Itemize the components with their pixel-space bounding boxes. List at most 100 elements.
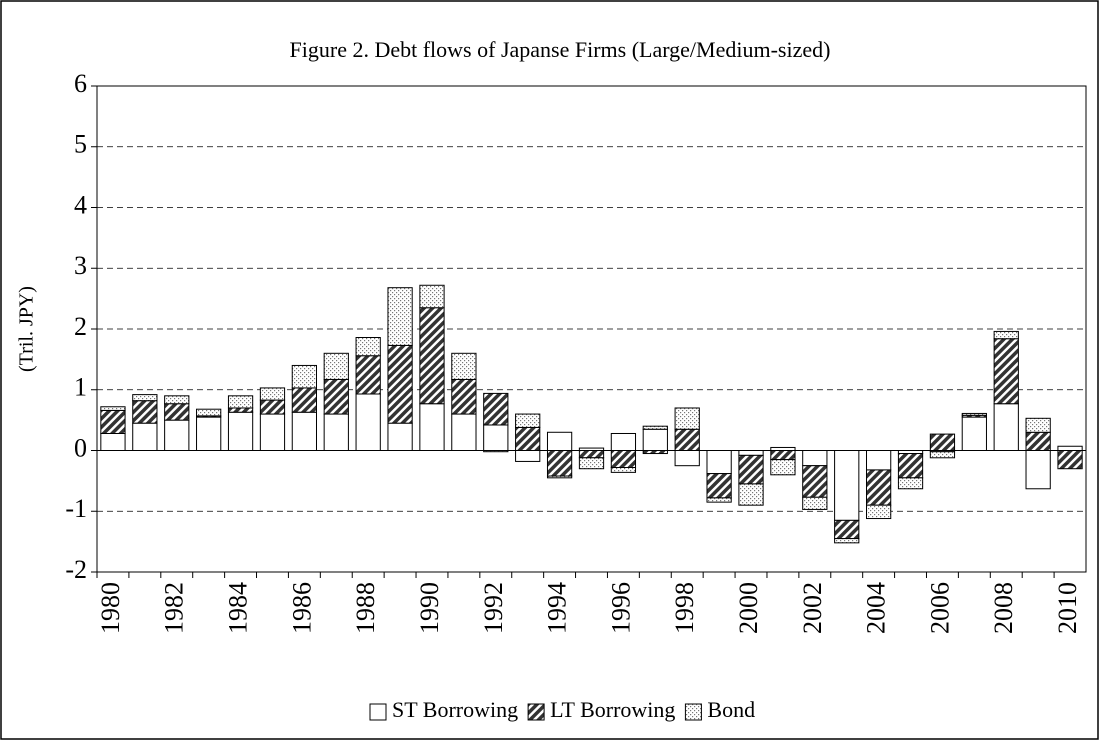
bar-segment bbox=[674, 450, 700, 467]
bar-segment bbox=[929, 433, 956, 452]
bar-segment bbox=[706, 497, 732, 503]
bar-segment bbox=[355, 393, 381, 452]
y-axis-label: (Tril. JPY) bbox=[16, 286, 38, 372]
bar-segment bbox=[770, 459, 796, 476]
bar-segment bbox=[132, 422, 158, 452]
bar-segment bbox=[100, 409, 126, 434]
x-tick-label: 2004 bbox=[862, 582, 891, 634]
bar-segment bbox=[770, 450, 796, 461]
bar-segment bbox=[355, 355, 381, 395]
x-tick-label: 1994 bbox=[543, 582, 572, 634]
bar-segment bbox=[323, 378, 349, 415]
bar-segment bbox=[1025, 450, 1051, 490]
bar-segment bbox=[291, 411, 317, 452]
bar-segment bbox=[1057, 450, 1083, 470]
bar-segment bbox=[738, 450, 764, 456]
x-tick-label: 1984 bbox=[224, 582, 253, 634]
bar-segment bbox=[546, 450, 573, 477]
y-tick-label: 3 bbox=[74, 251, 87, 280]
bar-segment bbox=[451, 413, 477, 451]
bar-segment bbox=[993, 338, 1019, 405]
bar-segment bbox=[164, 395, 190, 405]
bar-segment bbox=[929, 451, 956, 459]
bar-segment bbox=[451, 352, 477, 380]
x-tick-label: 2010 bbox=[1053, 582, 1082, 634]
bar-segment bbox=[642, 425, 668, 430]
legend-label: LT Borrowing bbox=[550, 697, 675, 722]
bar-segment bbox=[610, 432, 637, 451]
bar-segment bbox=[578, 457, 605, 470]
bar-segment bbox=[515, 413, 541, 428]
x-tick-label: 2006 bbox=[925, 582, 954, 634]
bar-segment bbox=[515, 450, 541, 462]
bar-segment bbox=[834, 450, 860, 521]
y-tick-label: 1 bbox=[74, 373, 87, 402]
x-tick-label: 1982 bbox=[160, 582, 189, 634]
bar-segment bbox=[993, 330, 1019, 340]
legend-swatch bbox=[527, 703, 545, 721]
x-tick-label: 1996 bbox=[606, 582, 635, 634]
chart-title: Figure 2. Debt flows of Japanse Firms (L… bbox=[290, 37, 831, 62]
bar-segment bbox=[610, 450, 637, 469]
bar-segment bbox=[866, 504, 892, 520]
x-tick-label: 1992 bbox=[479, 582, 508, 634]
bar-segment bbox=[387, 287, 413, 346]
plot-frame bbox=[96, 85, 1087, 573]
bar-segment bbox=[706, 473, 732, 499]
bar-segment bbox=[546, 475, 573, 479]
bar-segment bbox=[419, 403, 445, 452]
bar-segment bbox=[419, 284, 445, 309]
bar-segment bbox=[1025, 431, 1051, 451]
bar-segment bbox=[834, 519, 860, 540]
bar-segment bbox=[196, 416, 222, 451]
bar-segment bbox=[132, 400, 158, 424]
bar-segment bbox=[961, 416, 987, 451]
bar-segment bbox=[897, 453, 924, 479]
x-tick-label: 2000 bbox=[734, 582, 763, 634]
legend-label: ST Borrowing bbox=[392, 697, 518, 722]
x-tick-label: 1980 bbox=[96, 582, 125, 634]
bar-segment bbox=[387, 344, 413, 424]
bar-segment bbox=[578, 450, 605, 459]
bar-segment bbox=[259, 387, 286, 401]
y-tick-label: 5 bbox=[74, 130, 87, 159]
bar-segment bbox=[227, 411, 254, 452]
legend-swatch bbox=[369, 703, 387, 721]
x-tick-label: 1998 bbox=[670, 582, 699, 634]
bar-segment bbox=[196, 408, 222, 417]
bar-segment bbox=[227, 407, 254, 413]
bar-segment bbox=[674, 428, 700, 451]
y-tick-label: -2 bbox=[65, 555, 87, 584]
y-tick-label: 4 bbox=[74, 190, 87, 219]
bar-segment bbox=[483, 424, 509, 451]
y-tick-label: 0 bbox=[74, 433, 87, 462]
bar-segment bbox=[802, 465, 828, 498]
y-tick-label: 2 bbox=[74, 312, 87, 341]
bar-segment bbox=[227, 395, 254, 409]
bar-segment bbox=[961, 412, 987, 416]
bar-segment bbox=[738, 454, 764, 485]
bar-segment bbox=[100, 406, 126, 411]
bar-segment bbox=[642, 428, 668, 451]
bar-segment bbox=[291, 387, 317, 413]
bar-segment bbox=[483, 392, 509, 426]
bar-segment bbox=[515, 426, 541, 452]
y-tick-label: -1 bbox=[65, 494, 87, 523]
x-tick-label: 2002 bbox=[798, 582, 827, 634]
bar-segment bbox=[802, 450, 828, 467]
bar-segment bbox=[164, 419, 190, 451]
x-tick-label: 1986 bbox=[287, 582, 316, 634]
legend-label: Bond bbox=[707, 697, 755, 722]
bar-segment bbox=[323, 352, 349, 380]
bar-segment bbox=[100, 432, 126, 451]
bar-segment bbox=[1057, 445, 1083, 451]
bar-segment bbox=[419, 307, 445, 405]
bar-segment bbox=[259, 399, 286, 415]
bar-segment bbox=[164, 403, 190, 421]
bar-segment bbox=[259, 413, 286, 451]
bar-segment bbox=[706, 450, 732, 475]
bar-segment bbox=[674, 407, 700, 430]
bar-segment bbox=[546, 431, 573, 451]
bar-segment bbox=[355, 337, 381, 357]
